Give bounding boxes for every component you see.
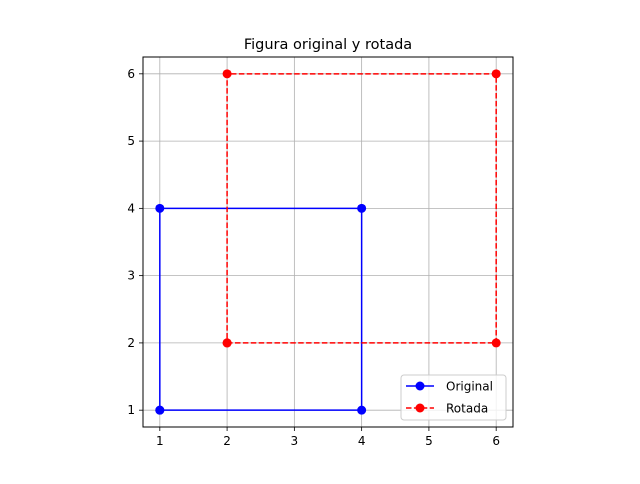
legend-label-original: Original <box>446 380 493 394</box>
y-tick-label: 4 <box>127 201 135 215</box>
data-point-rotada <box>491 69 501 79</box>
x-tick-label: 1 <box>156 434 164 448</box>
x-tick-label: 5 <box>425 434 433 448</box>
data-point-original <box>155 405 165 415</box>
data-point-rotada <box>222 338 232 348</box>
y-tick-label: 1 <box>127 403 135 417</box>
axes-frame <box>142 56 514 428</box>
legend: Original Rotada <box>400 374 507 421</box>
legend-label-rotada: Rotada <box>446 402 488 416</box>
x-tick-label: 6 <box>492 434 500 448</box>
x-tick-label: 4 <box>358 434 366 448</box>
data-point-rotada <box>222 69 232 79</box>
legend-marker-original <box>415 381 425 391</box>
data-point-original <box>357 203 367 213</box>
data-point-rotada <box>491 338 501 348</box>
y-tick-label: 6 <box>127 67 135 81</box>
data-point-original <box>155 203 165 213</box>
x-tick-label: 2 <box>223 434 231 448</box>
legend-marker-rotada <box>415 403 425 413</box>
y-tick-label: 3 <box>127 269 135 283</box>
plot-area: 1 2 3 4 5 6 1 2 3 4 5 6 <box>127 56 514 448</box>
chart-title: Figura original y rotada <box>244 37 412 53</box>
x-tick-label: 3 <box>291 434 299 448</box>
y-tick-label: 5 <box>127 134 135 148</box>
y-tick-label: 2 <box>127 336 135 350</box>
data-point-original <box>357 405 367 415</box>
